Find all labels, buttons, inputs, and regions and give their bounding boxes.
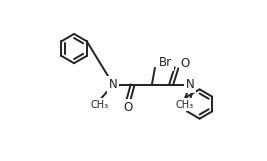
Text: Br: Br: [159, 56, 172, 69]
Text: CH₃: CH₃: [175, 100, 193, 110]
Text: N: N: [109, 78, 118, 91]
Text: N: N: [186, 78, 195, 91]
Text: O: O: [180, 57, 190, 70]
Text: O: O: [123, 101, 133, 114]
Text: CH₃: CH₃: [91, 100, 109, 110]
